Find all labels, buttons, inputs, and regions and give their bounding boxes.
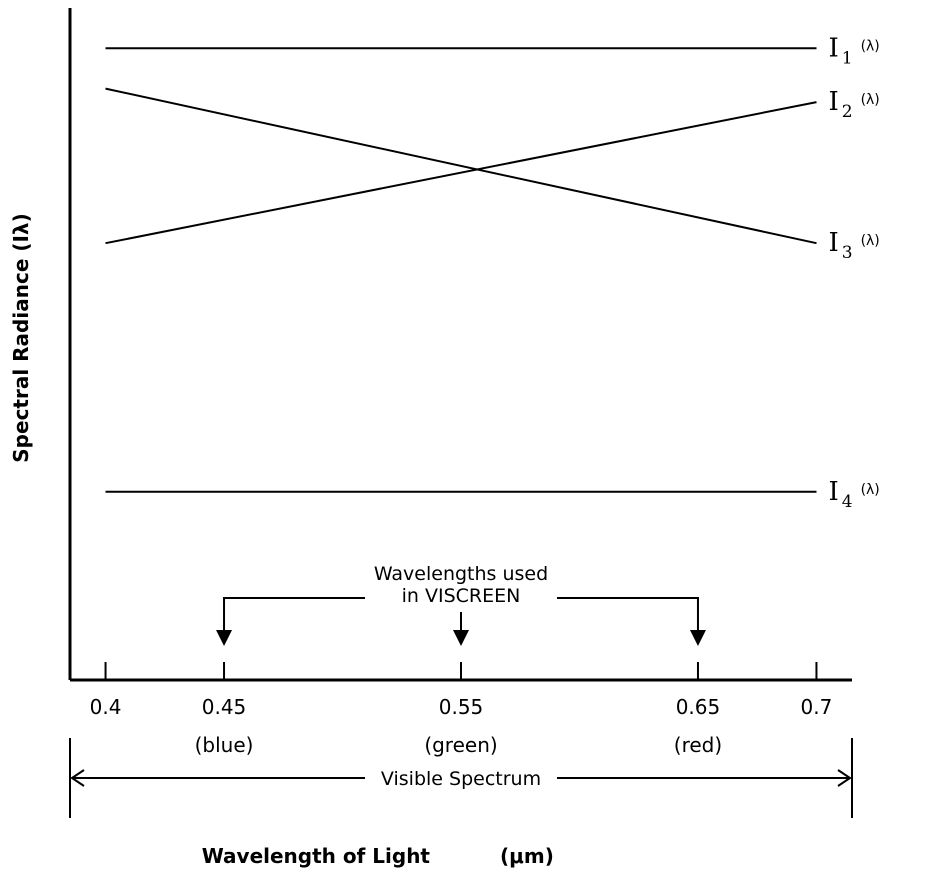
viscreen-bracket-left bbox=[223, 597, 365, 630]
x-axis-unit-label: (μm) bbox=[500, 844, 554, 868]
series-label-4: I 4(λ) bbox=[828, 477, 879, 512]
viscreen-bracket-right bbox=[557, 597, 699, 630]
x-ticks: 0.4 0.45 (blue) 0.55 (green) 0.65 (red) 0.7 bbox=[90, 662, 833, 757]
series-label-1: I 1(λ) bbox=[828, 33, 879, 68]
y-axis-label: Spectral Radiance (Iλ) bbox=[9, 213, 33, 462]
x-axis-label-group: Wavelength of Light (μm) bbox=[202, 844, 554, 868]
series-label-2: I 2(λ) bbox=[828, 87, 879, 122]
x-axis-label: Wavelength of Light bbox=[202, 844, 431, 868]
viscreen-arrowhead-1 bbox=[216, 630, 233, 646]
x-tick-label: 0.7 bbox=[801, 695, 833, 719]
x-tick-label: 0.65 bbox=[676, 695, 721, 719]
visible-spectrum-annotation: Visible Spectrum bbox=[69, 738, 853, 818]
series-lines: I 1(λ) I 2(λ) I 3(λ) I 4(λ) bbox=[105, 33, 880, 512]
x-band-label: (red) bbox=[674, 733, 722, 757]
viscreen-arrowhead-2 bbox=[453, 630, 469, 646]
x-tick-label: 0.4 bbox=[90, 695, 122, 719]
x-band-label: (blue) bbox=[195, 733, 254, 757]
viscreen-arrowhead-3 bbox=[689, 630, 706, 646]
series-line-2 bbox=[105, 101, 817, 245]
spectrum-arrow-left bbox=[70, 769, 85, 787]
visible-spectrum-label: Visible Spectrum bbox=[381, 768, 541, 790]
x-tick-label: 0.45 bbox=[202, 695, 247, 719]
spectrum-arrow-right bbox=[837, 769, 852, 787]
series-line-3 bbox=[105, 87, 817, 245]
viscreen-label-line1: Wavelengths used bbox=[374, 563, 548, 585]
series-label-3: I 3(λ) bbox=[828, 228, 879, 263]
viscreen-label-line2: in VISCREEN bbox=[402, 585, 521, 607]
x-tick-label: 0.55 bbox=[439, 695, 484, 719]
x-band-label: (green) bbox=[424, 733, 497, 757]
